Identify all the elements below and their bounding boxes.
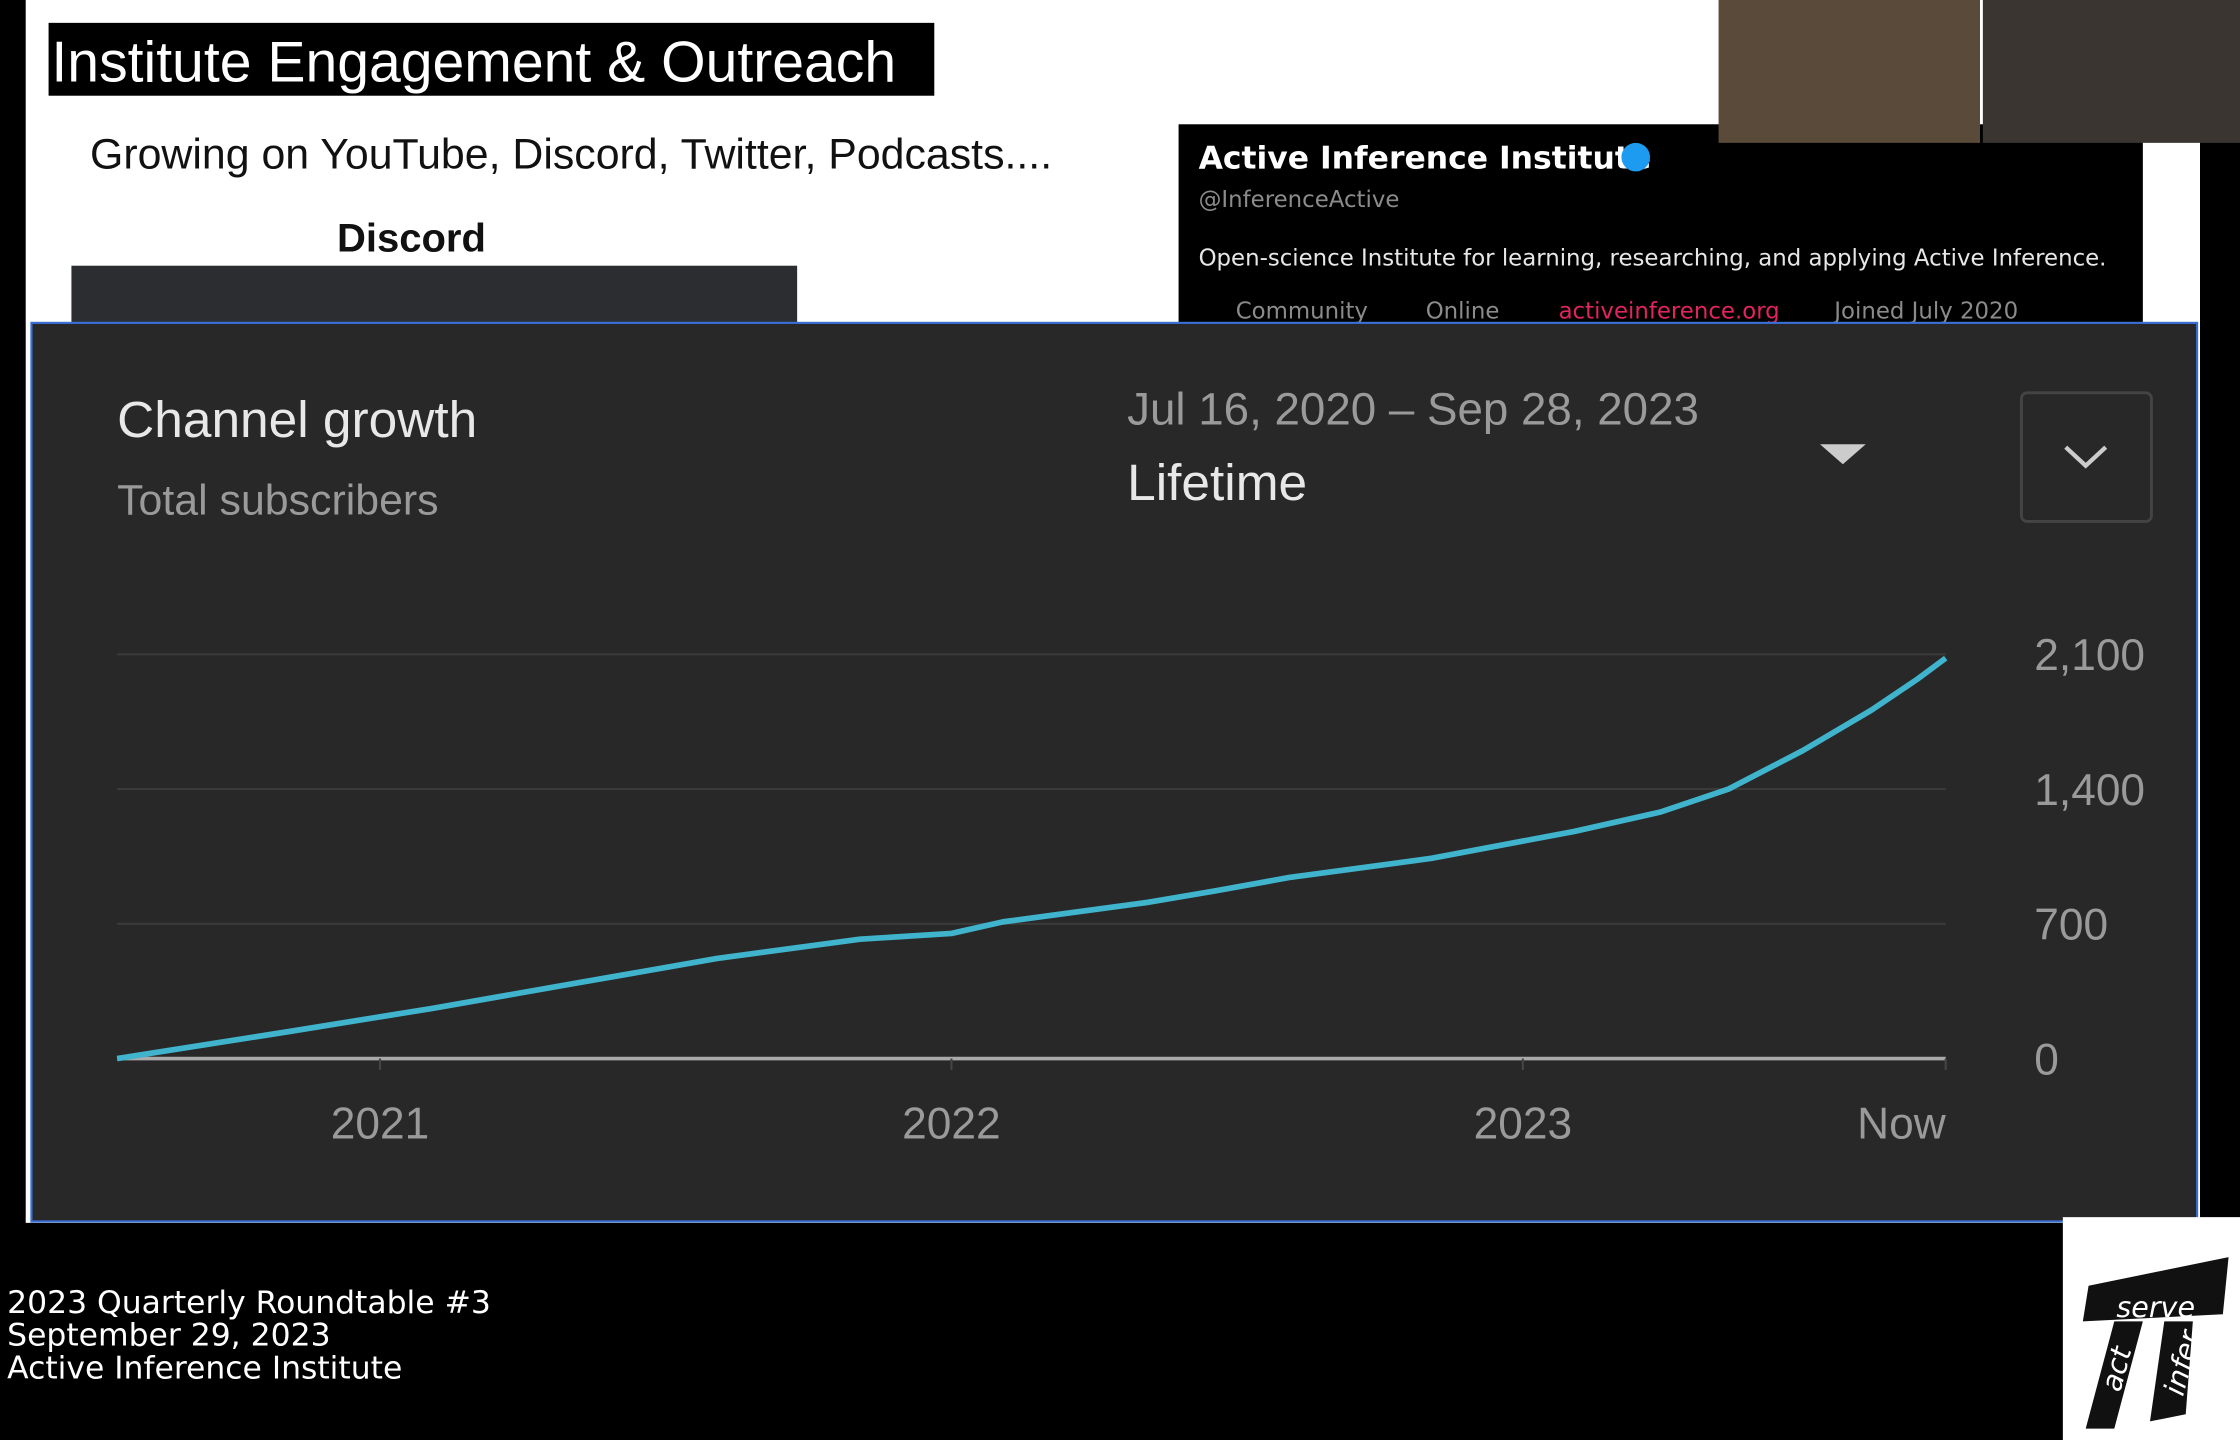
twitter-category: Community [1236, 299, 1368, 325]
footer-line: September 29, 2023 [7, 1318, 330, 1354]
y-tick-label: 2,100 [2034, 631, 2145, 680]
chart-title: Channel growth [117, 390, 477, 448]
twitter-bio: Open-science Institute for learning, res… [1199, 246, 2107, 272]
discord-label: Discord [337, 216, 486, 260]
expand-button[interactable] [2020, 391, 2153, 523]
footer-line: 2023 Quarterly Roundtable #3 [7, 1285, 491, 1321]
slide-title: Institute Engagement & Outreach [51, 30, 896, 94]
logo-shape [2082, 1257, 2229, 1322]
footer-line: Active Inference Institute [7, 1351, 402, 1387]
y-tick-label: 1,400 [2034, 766, 2145, 815]
date-range: Jul 16, 2020 – Sep 28, 2023 [1127, 383, 1699, 434]
expand-icon [2064, 445, 2108, 469]
twitter-joined: Joined July 2020 [1832, 299, 2018, 325]
logo-text: serve [2116, 1290, 2195, 1324]
twitter-location: Online [1426, 299, 1500, 325]
y-tick-label: 0 [2034, 1035, 2059, 1084]
period[interactable]: Lifetime [1127, 453, 1307, 511]
slide-subtitle: Growing on YouTube, Discord, Twitter, Po… [90, 131, 1052, 179]
chart-subtitle: Total subscribers [117, 476, 438, 524]
logo-shape [2085, 1321, 2193, 1429]
twitter-handle: @InferenceActive [1199, 187, 1400, 213]
y-tick-label: 700 [2034, 901, 2108, 950]
title-box [48, 22, 935, 96]
logo-box [2062, 1217, 2240, 1440]
twitter-name: Active Inference Institute [1199, 141, 1652, 177]
twitter-link[interactable]: activeinference.org [1559, 299, 1780, 325]
x-tick-label: Now [1857, 1100, 1947, 1149]
twitter-card [1178, 124, 2143, 323]
chart-panel [30, 321, 2199, 1223]
x-tick-label: 2023 [1474, 1100, 1572, 1149]
x-tick-label: 2022 [902, 1100, 1000, 1149]
data-line [116, 655, 1948, 1062]
dropdown-arrow[interactable] [1820, 444, 1866, 465]
x-tick-label: 2021 [331, 1100, 429, 1149]
verified-badge [1621, 142, 1650, 172]
webcam-1 [1718, 0, 1980, 143]
webcam-2 [1982, 0, 2240, 143]
discord-preview [71, 265, 798, 323]
